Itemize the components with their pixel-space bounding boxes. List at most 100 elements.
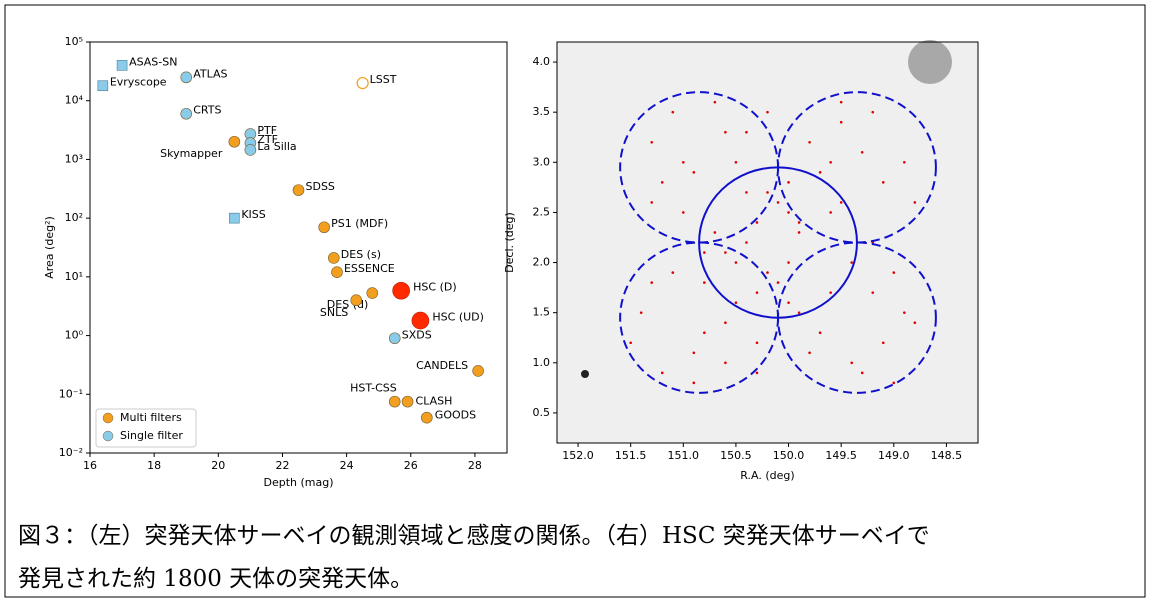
marker	[351, 295, 362, 306]
marker	[328, 252, 339, 263]
x-tick-label: 148.5	[931, 449, 963, 462]
transient-point	[871, 291, 874, 294]
point-label: ASAS-SN	[129, 55, 177, 68]
marker	[412, 312, 429, 329]
point-label: KISS	[241, 208, 265, 221]
x-axis-label: Depth (mag)	[263, 476, 333, 489]
marker	[181, 108, 192, 119]
x-tick-label: 149.5	[825, 449, 857, 462]
transient-point	[840, 121, 843, 124]
transient-point	[693, 171, 696, 174]
y-tick-label: 10¹	[65, 270, 83, 283]
transient-point	[787, 301, 790, 304]
y-tick-label: 4.0	[533, 55, 551, 68]
transient-point	[671, 271, 674, 274]
y-tick-label: 3.5	[533, 105, 551, 118]
transient-point	[640, 311, 643, 314]
transient-point	[798, 231, 801, 234]
transient-point	[703, 331, 706, 334]
marker	[229, 213, 239, 223]
y-tick-label: 10³	[65, 152, 83, 165]
transient-point	[787, 261, 790, 264]
marker	[245, 144, 256, 155]
legend-marker	[103, 431, 113, 441]
transient-point	[840, 201, 843, 204]
y-tick-label: 10²	[65, 211, 83, 224]
transient-point	[766, 111, 769, 114]
transient-point	[650, 201, 653, 204]
transient-point	[724, 251, 727, 254]
x-tick-label: 150.0	[773, 449, 805, 462]
x-tick-label: 16	[83, 459, 97, 472]
transient-point	[808, 351, 811, 354]
point-label: SDSS	[306, 180, 335, 193]
transient-point	[798, 311, 801, 314]
x-tick-label: 26	[404, 459, 418, 472]
transient-point	[861, 151, 864, 154]
transient-point	[661, 372, 664, 375]
x-tick-label: 151.0	[668, 449, 700, 462]
point-label: HST-CSS	[350, 382, 397, 395]
star	[581, 370, 589, 378]
transient-point	[703, 251, 706, 254]
transient-point	[819, 171, 822, 174]
transient-point	[861, 372, 864, 375]
marker	[473, 365, 484, 376]
y-tick-label: 10⁵	[65, 35, 83, 48]
transient-point	[777, 201, 780, 204]
transient-point	[714, 231, 717, 234]
y-axis-label: Area (deg²)	[43, 216, 56, 279]
sky-background	[557, 42, 978, 443]
transient-point	[850, 362, 853, 365]
transient-point	[671, 111, 674, 114]
transient-point	[650, 281, 653, 284]
point-label: DES (s)	[341, 248, 381, 261]
transient-point	[914, 201, 917, 204]
transient-point	[745, 241, 748, 244]
y-tick-label: 0.5	[533, 406, 551, 419]
point-label: HSC (D)	[413, 281, 456, 294]
caption-line: 図３：（左）突発天体サーベイの観測領域と感度の関係。（右）HSC 突発天体サーベ…	[18, 523, 930, 549]
x-tick-label: 24	[340, 459, 354, 472]
y-tick-label: 10⁻¹	[59, 387, 83, 400]
transient-point	[840, 101, 843, 104]
point-label: Evryscope	[110, 76, 167, 89]
y-tick-label: 2.5	[533, 205, 551, 218]
transient-point	[882, 181, 885, 184]
transient-point	[756, 221, 759, 224]
transient-point	[650, 141, 653, 144]
transient-point	[724, 362, 727, 365]
transient-point	[798, 221, 801, 224]
transient-point	[787, 181, 790, 184]
transient-point	[745, 191, 748, 194]
transient-point	[756, 291, 759, 294]
transient-point	[693, 382, 696, 385]
transient-point	[756, 341, 759, 344]
marker	[421, 412, 432, 423]
point-label: LSST	[370, 73, 397, 86]
transient-point	[903, 161, 906, 164]
y-tick-label: 1.0	[533, 356, 551, 369]
transient-point	[766, 191, 769, 194]
legend-label: Single filter	[120, 429, 183, 442]
y-axis-label: Decl. (deg)	[503, 212, 516, 273]
transient-point	[735, 261, 738, 264]
x-tick-label: 149.0	[878, 449, 910, 462]
y-tick-label: 10⁴	[65, 94, 84, 107]
transient-point	[893, 382, 896, 385]
transient-point	[850, 261, 853, 264]
x-tick-label: 20	[211, 459, 225, 472]
transient-point	[871, 111, 874, 114]
transient-point	[629, 341, 632, 344]
y-tick-label: 3.0	[533, 155, 551, 168]
caption-line: 発見された約 1800 天体の突発天体。	[18, 566, 413, 592]
figure: 図３：（左）突発天体サーベイの観測領域と感度の関係。（右）HSC 突発天体サーベ…	[0, 0, 1150, 603]
transient-point	[903, 311, 906, 314]
point-label: ATLAS	[193, 67, 227, 80]
point-label: CRTS	[193, 104, 221, 117]
point-label: ESSENCE	[344, 262, 395, 275]
marker	[229, 136, 240, 147]
legend-label: Multi filters	[120, 411, 182, 424]
marker	[389, 333, 400, 344]
x-axis-label: R.A. (deg)	[740, 469, 794, 482]
